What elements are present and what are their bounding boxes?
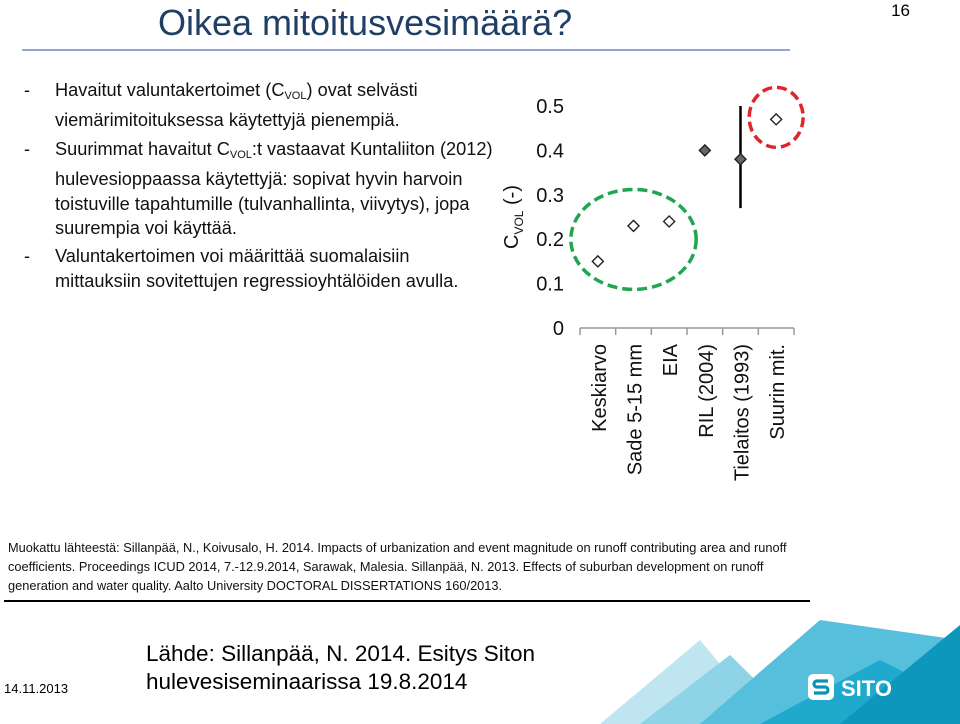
teal-chevron-shapes <box>600 620 960 724</box>
data-point <box>734 152 747 166</box>
x-category-label: EIA <box>660 343 682 376</box>
bullet-text: Valuntakertoimen voi määrittää suomalais… <box>55 246 459 291</box>
footer-source-line-1: Lähde: Sillanpää, N. 2014. Esitys Siton <box>146 641 535 666</box>
sito-logo-s-glyph <box>812 679 830 695</box>
deco-shape-5 <box>840 625 960 724</box>
y-tick-label: 0.1 <box>536 274 564 296</box>
x-category-label: Tielaitos (1993) <box>732 344 754 481</box>
slide-date: 14.11.2013 <box>4 681 69 696</box>
data-point <box>662 214 676 228</box>
red-highlight-ellipse <box>747 85 805 150</box>
y-axis-label-unit: (-) <box>501 185 523 211</box>
title-underline <box>22 49 790 51</box>
bullet-dash: - <box>24 138 31 159</box>
y-tick-label: 0.5 <box>536 96 564 118</box>
bullet-item: - Valuntakertoimen voi määrittää suomalai… <box>24 244 494 293</box>
footer-source-line-2: hulevesiseminaarissa 19.8.2014 <box>146 669 468 694</box>
sito-logo: SITO <box>808 674 892 701</box>
cvol-chart: 0 0.1 0.2 0.3 0.4 0.5 CVOL (-) Keskiarvo Sade 5-… <box>501 85 805 481</box>
bullet-list: - Havaitut valuntakertoimet (CVOL) ovat s… <box>24 78 494 297</box>
y-axis-label: CVOL (-) <box>501 185 526 249</box>
y-axis-label-main: C <box>501 235 523 249</box>
data-point <box>591 254 605 268</box>
sito-logo-text: SITO <box>841 676 892 701</box>
data-point <box>769 112 783 126</box>
data-point <box>627 219 640 233</box>
x-category-label: Suurin mit. <box>767 344 789 440</box>
bullet-text: Havaitut valuntakertoimet (CVOL) ovat se… <box>55 80 418 131</box>
source-note: Muokattu lähteestä: Sillanpää, N., Koivu… <box>8 540 787 593</box>
x-category-label: Sade 5-15 mm <box>625 344 647 475</box>
y-tick-label: 0.2 <box>536 229 564 251</box>
x-category-label: RIL (2004) <box>696 344 718 438</box>
bullet-item: - Havaitut valuntakertoimet (CVOL) ovat s… <box>24 78 494 133</box>
y-axis-label-sub: VOL <box>512 210 526 234</box>
bullet-text: Suurimmat havaitut CVOL:t vastaavat Kunt… <box>55 138 493 239</box>
bullet-dash: - <box>24 80 31 100</box>
y-tick-label: 0.3 <box>536 185 564 207</box>
y-tick-label: 0 <box>553 318 564 340</box>
data-point <box>698 143 712 157</box>
x-category-label: Keskiarvo <box>589 344 611 432</box>
bullet-item: - Suurimmat havaitut CVOL:t vastaavat Kun… <box>24 137 494 241</box>
y-tick-label: 0.4 <box>536 140 564 162</box>
slide-title: Oikea mitoitusvesimäärä? <box>158 2 573 43</box>
source-divider <box>4 600 810 602</box>
green-highlight-ellipse <box>569 187 698 292</box>
footer-source: Lähde: Sillanpää, N. 2014. Esitys Siton … <box>146 640 535 696</box>
bullet-dash: - <box>24 246 31 267</box>
page-number: 16 <box>891 1 910 20</box>
